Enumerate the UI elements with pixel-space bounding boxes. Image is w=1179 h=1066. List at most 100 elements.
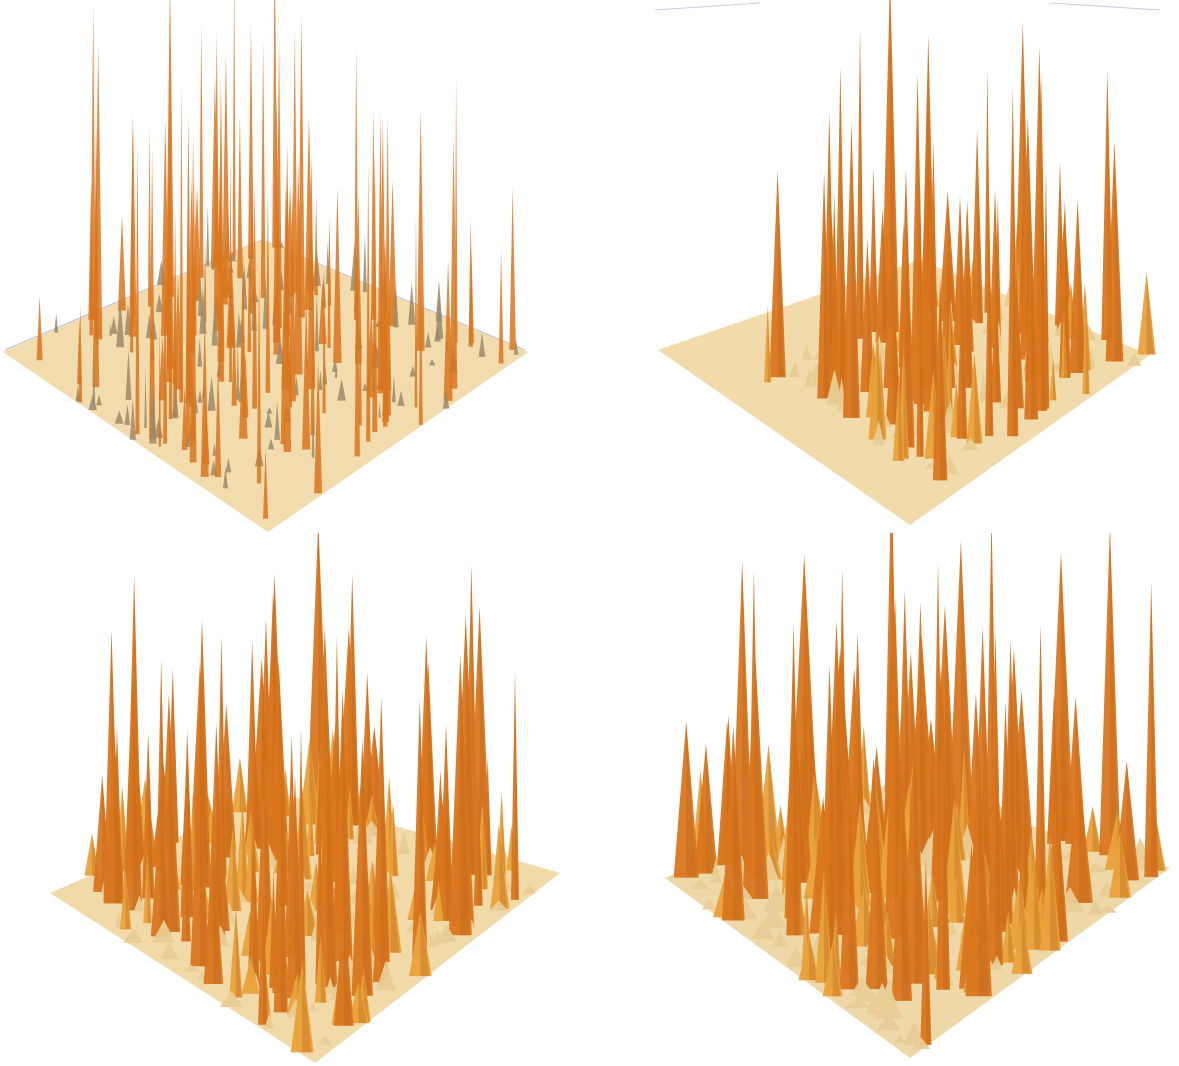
surface-peak [333,187,342,364]
surface-peak-shade [226,703,235,858]
surface-peak-shade [910,651,918,793]
surface-peak [936,686,951,990]
surface-peak [235,801,250,900]
surface-peak [267,438,275,450]
surface-peak-shade [160,799,169,937]
surface-peak [694,743,718,874]
surface-peak [822,940,843,997]
surface-peak-shade [1151,582,1157,878]
surface-peak [391,375,396,403]
surface-peak [815,869,833,983]
surface-peak [522,883,537,894]
surface-peak-shade [840,66,846,403]
surface-peak-shade [1010,639,1018,916]
bounding-box [654,2,1161,11]
surface-peak [222,236,229,305]
surface-peak [311,396,315,458]
surface-peak [260,41,266,298]
surface-peak-shade [1012,87,1018,437]
surface-peak [868,167,879,333]
surface-peak-shade [974,353,981,444]
surface-peak [172,385,179,419]
surface-peak [478,332,486,357]
surface-peak [123,928,144,944]
surface-peak [78,303,83,403]
surface-peak [1034,71,1048,411]
surface-peak-shade [1013,648,1024,873]
surface-peak-shade [264,747,273,974]
surface-peak-shade [283,793,288,906]
surface-peak [957,257,968,439]
surface-peak [325,977,336,994]
surface-peak [314,359,323,494]
surface-peak [322,265,326,414]
surface-peak-shade [242,801,248,900]
surface-peak-shade [254,742,263,849]
surface-peak [88,394,97,411]
surface-peak [104,734,125,904]
surface-peak [923,181,939,412]
surface-peak [825,369,844,405]
surface-peak [409,911,432,977]
surface-peak [1097,904,1118,913]
surface-peak [772,931,789,947]
surface-peak [129,399,136,440]
surface-peak [213,32,220,332]
surface-peak-shade [793,622,800,936]
surface-peak [1137,272,1156,355]
surface-peak-shade [956,873,964,923]
surface-peak [229,908,243,998]
surface-peak-shade [358,982,367,1024]
surface-peak [293,160,303,375]
surface-peak [345,574,360,826]
surface-peak-shade [294,775,302,999]
surface-peak-shade [1046,166,1049,409]
surface-peak [897,169,915,448]
surface-peak [414,210,418,408]
surface-peak [443,259,453,401]
surface-peak [114,410,124,424]
surface-peak-shade [887,910,895,966]
surface-peak [212,442,217,456]
surface-peak [673,721,699,878]
surface-peak-shade [1109,533,1119,856]
surface-peak [308,1001,318,1011]
surface-peak-shade [186,835,190,942]
surface-peak [1049,357,1057,401]
surface-peak [490,836,510,909]
surface-peak-shade [898,378,904,461]
surface-peak-shade [824,172,830,399]
surface-peak [449,137,458,389]
surface-peak-shade [420,911,430,977]
surface-peak [989,189,1001,349]
surface-peak-shade [932,872,940,928]
surface-peak [283,175,292,452]
surface-peak-shade [940,277,946,481]
surface-peak [798,935,820,981]
peaks-group [764,0,1156,481]
surface-peak [232,0,236,258]
surface-peak [872,420,885,446]
surface-peak-shade [904,590,911,819]
surface-peak [1084,862,1108,873]
surface-peak [354,223,360,457]
surface-peak [180,730,195,918]
surface-peak [119,871,132,930]
surface-peak [894,1034,905,1043]
surface-peak [307,154,316,390]
surface-peak [823,760,837,952]
surface-peak [159,942,180,960]
surface-peak [129,114,137,337]
surface-peak-shade [253,822,259,986]
surface-peak [377,111,384,394]
surface-peak [1109,830,1132,898]
surface-peak [256,270,262,484]
surface-peak-shade [836,620,847,935]
surface-peak [1099,533,1121,856]
surface-peak [349,866,358,884]
surface-peak-shade [1060,552,1072,841]
surface-peak-shade [1146,272,1154,355]
surface-peak [433,881,444,922]
surface-peak-shade [367,672,374,834]
surface-plot-top-right-canvas [654,0,1161,525]
